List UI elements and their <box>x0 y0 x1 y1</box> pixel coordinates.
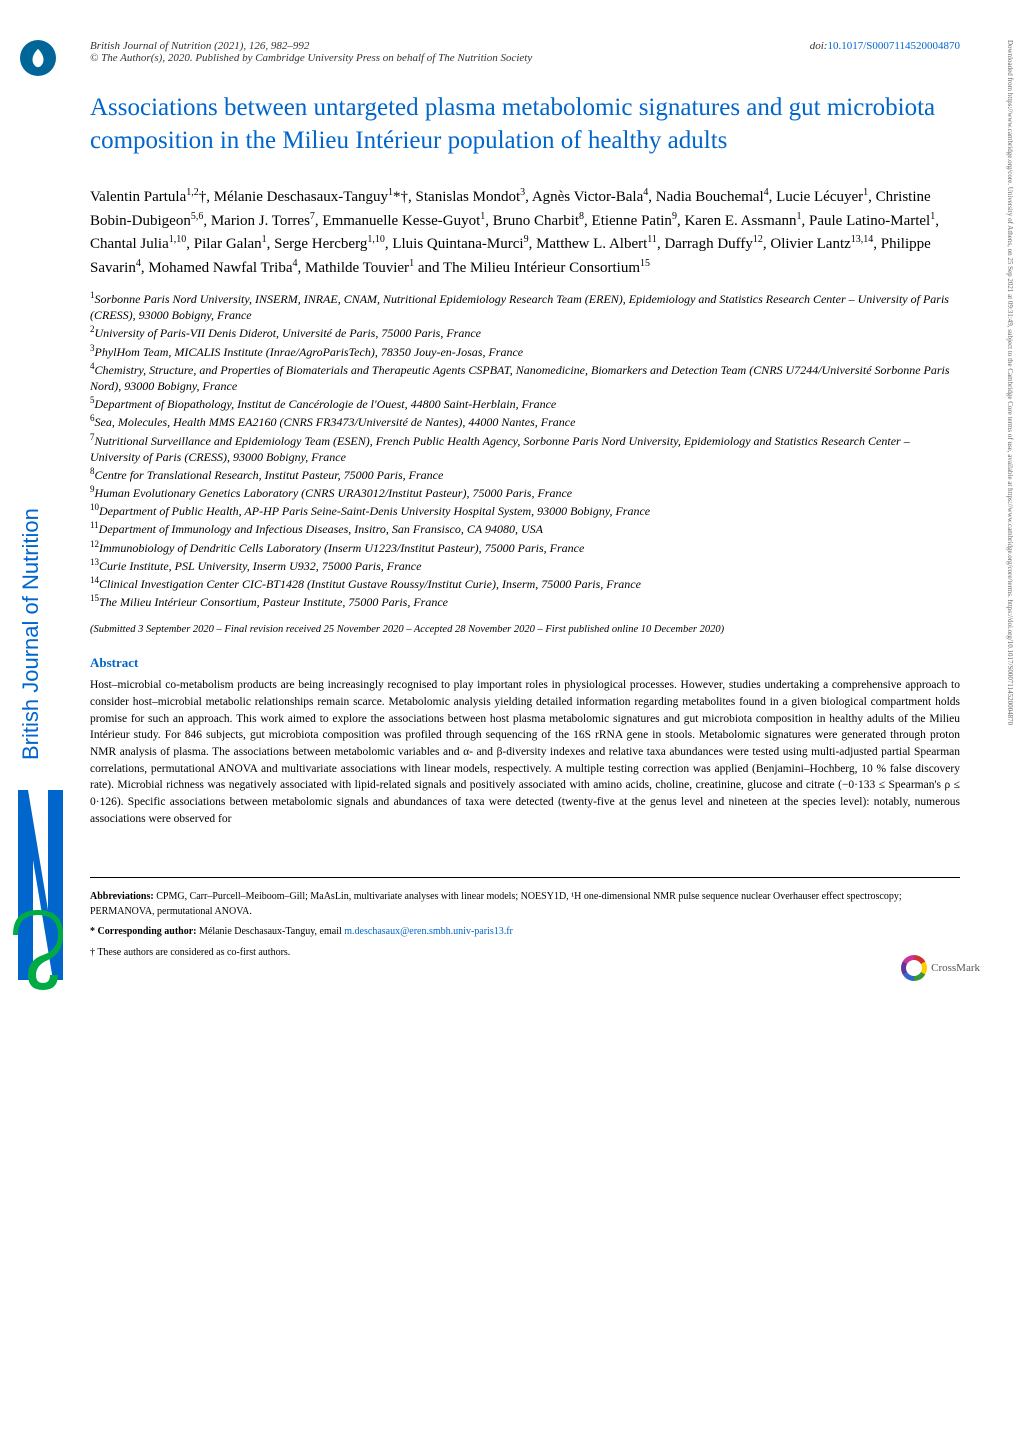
doi-prefix: doi: <box>810 40 828 52</box>
article-title: Associations between untargeted plasma m… <box>90 92 960 157</box>
affiliation-line: 14Clinical Investigation Center CIC-BT14… <box>90 574 960 592</box>
doi-link[interactable]: 10.1017/S0007114520004870 <box>827 40 960 52</box>
society-logo <box>20 40 56 76</box>
sidebar-ns-logo <box>8 780 68 1000</box>
author-list: Valentin Partula1,2†, Mélanie Deschasaux… <box>90 185 960 279</box>
download-provenance: Downloaded from https://www.cambridge.or… <box>1000 40 1014 1390</box>
affiliation-line: 10Department of Public Health, AP-HP Par… <box>90 501 960 519</box>
affiliation-line: 1Sorbonne Paris Nord University, INSERM,… <box>90 289 960 323</box>
affiliation-line: 11Department of Immunology and Infectiou… <box>90 519 960 537</box>
affiliation-line: 8Centre for Translational Research, Inst… <box>90 465 960 483</box>
affiliations-list: 1Sorbonne Paris Nord University, INSERM,… <box>90 289 960 610</box>
abstract-body: Host–microbial co-metabolism products ar… <box>90 677 960 827</box>
submission-dates: (Submitted 3 September 2020 – Final revi… <box>90 624 960 635</box>
abbreviations-footnote: Abbreviations: CPMG, Carr–Purcell–Meiboo… <box>90 890 960 919</box>
affiliation-line: 6Sea, Molecules, Health MMS EA2160 (CNRS… <box>90 412 960 430</box>
affiliation-line: 2University of Paris-VII Denis Diderot, … <box>90 323 960 341</box>
ns-logo-icon <box>8 780 68 1000</box>
footer-divider <box>90 877 960 878</box>
crossmark-label: CrossMark <box>931 962 980 974</box>
affiliation-line: 3PhylHom Team, MICALIS Institute (Inrae/… <box>90 342 960 360</box>
affiliation-line: 12Immunobiology of Dendritic Cells Labor… <box>90 538 960 556</box>
journal-header: British Journal of Nutrition (2021), 126… <box>90 40 960 64</box>
sidebar-journal-name: British Journal of Nutrition <box>18 508 44 760</box>
affiliation-line: 13Curie Institute, PSL University, Inser… <box>90 556 960 574</box>
copyright-line: © The Author(s), 2020. Published by Camb… <box>90 52 532 64</box>
year-vol-pages: (2021), 126, 982–992 <box>214 40 309 52</box>
corresponding-label: * Corresponding author: <box>90 926 197 937</box>
page-content: British Journal of Nutrition (2021), 126… <box>0 0 1020 996</box>
corresponding-email[interactable]: m.deschasaux@eren.smbh.univ-paris13.fr <box>344 926 513 937</box>
abstract-heading: Abstract <box>90 655 960 671</box>
affiliation-line: 4Chemistry, Structure, and Properties of… <box>90 360 960 394</box>
abbreviations-label: Abbreviations: <box>90 891 154 902</box>
affiliation-line: 15The Milieu Intérieur Consortium, Paste… <box>90 592 960 610</box>
leaf-icon <box>27 47 49 69</box>
affiliation-line: 5Department of Biopathology, Institut de… <box>90 394 960 412</box>
crossmark-badge[interactable]: CrossMark <box>901 955 980 981</box>
cofirst-footnote: † These authors are considered as co-fir… <box>90 946 960 961</box>
header-left: British Journal of Nutrition (2021), 126… <box>90 40 810 64</box>
corresponding-author-footnote: * Corresponding author: Mélanie Deschasa… <box>90 925 960 940</box>
abbreviations-text: CPMG, Carr–Purcell–Meiboom–Gill; MaAsLin… <box>90 891 902 917</box>
journal-name: British Journal of Nutrition <box>90 40 211 52</box>
corresponding-text: Mélanie Deschasaux-Tanguy, email <box>199 926 344 937</box>
affiliation-line: 7Nutritional Surveillance and Epidemiolo… <box>90 431 960 465</box>
crossmark-icon <box>901 955 927 981</box>
header-right: doi:10.1017/S0007114520004870 <box>810 40 960 64</box>
affiliation-line: 9Human Evolutionary Genetics Laboratory … <box>90 483 960 501</box>
